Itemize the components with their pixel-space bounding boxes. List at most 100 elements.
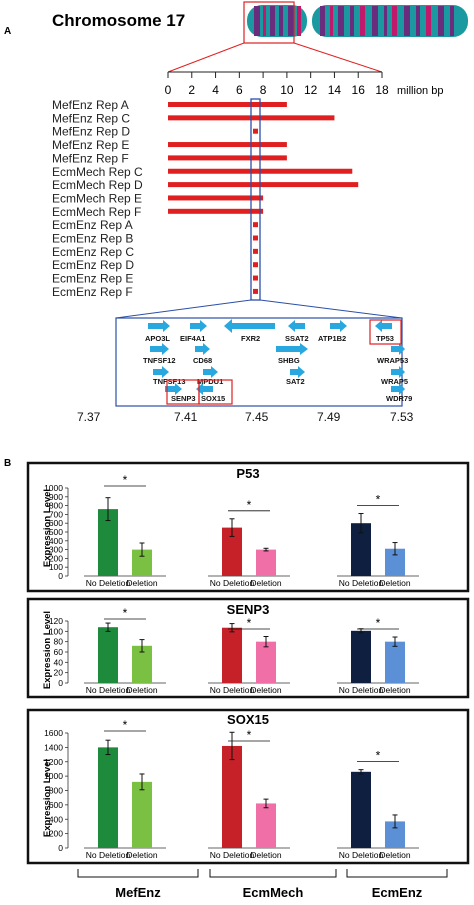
x-tick-label: No Deletion [339, 578, 384, 588]
chromosome-band [270, 6, 275, 36]
chromosome-ideogram [243, 1, 468, 44]
bar [351, 630, 371, 683]
zoom-tick-7-37: 7.37 [77, 410, 101, 424]
deletion-bar [253, 275, 258, 281]
gene-arrows [148, 319, 405, 395]
axis-tick-label: 8 [260, 83, 267, 97]
chromosome-title: Chromosome 17 [52, 11, 185, 30]
y-tick-label: 20 [54, 668, 64, 678]
x-tick-label: No Deletion [86, 578, 131, 588]
bar [351, 523, 371, 576]
axis-tick-label: 16 [352, 83, 366, 97]
bar [256, 641, 276, 683]
bar [98, 747, 118, 848]
bracket-ecmmech [209, 869, 337, 878]
region-highlight-box [250, 98, 261, 301]
gene-atp1b2: ATP1B2 [318, 334, 346, 343]
sample-label: MefEnz Rep A [52, 98, 129, 112]
x-tick-label: Deletion [126, 685, 157, 695]
significance-star: * [376, 493, 381, 507]
bar [98, 627, 118, 683]
arrow-atp1b2 [330, 320, 347, 332]
chromosome-band [330, 6, 333, 36]
sox15-chart: SOX15 Expression Level 0 200 400 600 800 1000… [26, 708, 470, 865]
arrow-wrap5 [391, 366, 405, 378]
p53-ylabel: Expression Level [42, 489, 53, 567]
y-tick-label: 0 [58, 571, 63, 581]
zoom2-line-left [115, 299, 252, 319]
sample-label: MefEnz Rep D [52, 125, 130, 139]
bar [351, 771, 371, 848]
y-tick-label: 0 [58, 678, 63, 688]
sample-label: EcmMech Rep F [52, 205, 141, 219]
bar [385, 641, 405, 683]
deletion-bar [168, 155, 287, 161]
x-tick-label: Deletion [379, 850, 410, 860]
x-tick-label: Deletion [126, 578, 157, 588]
group-label-ecmenz: EcmEnz [372, 885, 423, 900]
bracket-ecmenz [346, 869, 448, 878]
arrow-shbg [276, 343, 308, 355]
x-tick-label: Deletion [250, 850, 281, 860]
x-tick-label: Deletion [250, 578, 281, 588]
gene-wrap5: WRAP5 [381, 377, 408, 386]
chromosome-band [450, 6, 454, 36]
bracket-mefenz [77, 869, 199, 878]
axis-tick-label: 0 [165, 83, 172, 97]
bar [385, 548, 405, 576]
bar [222, 627, 242, 683]
bar [385, 821, 405, 848]
x-tick-label: Deletion [250, 685, 281, 695]
y-tick-label: 200 [49, 829, 63, 839]
gene-shbg: SHBG [278, 356, 300, 365]
tp53-box [369, 319, 402, 345]
sample-label: MefEnz Rep F [52, 151, 129, 165]
chromosome-band [416, 6, 420, 36]
bar [256, 803, 276, 848]
chromosome-band [320, 6, 325, 36]
chromosome-highlight-box [243, 1, 295, 44]
y-tick-label: 300 [49, 545, 63, 555]
chromosome-band [426, 6, 431, 36]
chromosome-band [254, 6, 260, 36]
arrow-mpdu1 [203, 366, 218, 378]
zoom-tick-7-45: 7.45 [245, 410, 269, 424]
bar [222, 745, 242, 848]
gene-sox15: SOX15 [201, 394, 225, 403]
senp3-frame [26, 597, 470, 699]
sample-label: MefEnz Rep C [52, 111, 130, 125]
x-tick-label: No Deletion [210, 578, 255, 588]
gene-eif4a1: EIF4A1 [180, 334, 205, 343]
deletion-bar [168, 142, 287, 148]
chromosome-band [372, 6, 378, 36]
y-tick-label: 800 [49, 501, 63, 511]
axis-tick-label: 6 [236, 83, 243, 97]
zoom-line-left [167, 42, 245, 73]
y-tick-label: 100 [49, 626, 63, 636]
significance-star: * [376, 749, 381, 763]
gene-wrap53: WRAP53 [377, 356, 408, 365]
chromosome-band [288, 6, 294, 36]
deletion-bar [253, 235, 258, 241]
x-tick-label: No Deletion [339, 850, 384, 860]
zoom2-line-right [259, 299, 403, 319]
significance-star: * [247, 728, 252, 742]
deletion-bar [253, 128, 258, 134]
y-tick-label: 1000 [44, 483, 63, 493]
chromosome-band [263, 6, 266, 36]
y-tick-label: 700 [49, 509, 63, 519]
arrow-tp53 [375, 320, 392, 332]
arrow-eif4a1 [190, 320, 207, 332]
x-tick-label: Deletion [126, 850, 157, 860]
senp3-title: SENP3 [227, 602, 270, 617]
y-tick-label: 800 [49, 786, 63, 796]
x-tick-label: No Deletion [339, 685, 384, 695]
y-tick-label: 600 [49, 800, 63, 810]
y-tick-label: 60 [54, 647, 64, 657]
significance-star: * [247, 616, 252, 630]
bar [98, 509, 118, 576]
gene-sat2: SAT2 [286, 377, 305, 386]
bar [222, 527, 242, 576]
